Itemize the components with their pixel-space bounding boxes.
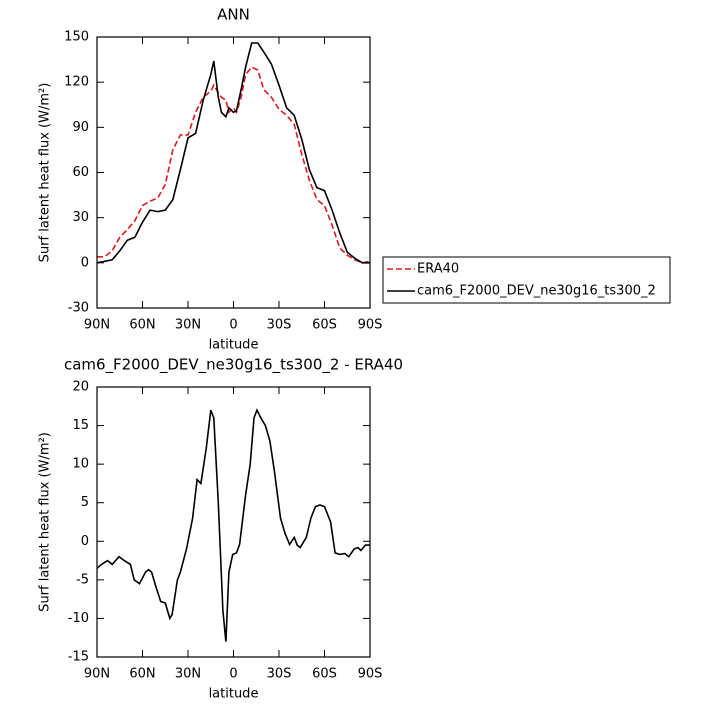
y-tick-label: 20 <box>72 380 89 395</box>
y-tick-label: -10 <box>68 611 89 626</box>
y-tick-label: 5 <box>81 495 89 510</box>
x-tick-label: 0 <box>229 667 237 682</box>
x-tick-label: 60S <box>312 667 337 682</box>
x-tick-label: 60N <box>129 318 155 333</box>
y-tick-label: 60 <box>72 165 89 180</box>
x-tick-label: 30S <box>267 667 292 682</box>
x-tick-label: 90N <box>84 318 110 333</box>
data-line <box>97 66 371 264</box>
y-tick-label: -5 <box>76 572 89 587</box>
y-tick-label: -15 <box>68 650 89 665</box>
y-axis-label: Surf latent heat flux (W/m²) <box>38 432 53 612</box>
plot-frame <box>96 36 371 309</box>
chart-title: ANN <box>217 6 250 24</box>
x-tick-label: 30N <box>175 318 201 333</box>
y-tick-label: 0 <box>81 255 89 270</box>
chart-title: cam6_F2000_DEV_ne30g16_ts300_2 - ERA40 <box>64 356 403 375</box>
x-tick-label: 60N <box>129 667 155 682</box>
x-tick-label: 30N <box>175 667 201 682</box>
legend-box <box>382 256 671 304</box>
x-axis-label: latitude <box>209 687 259 702</box>
x-tick-label: 0 <box>229 318 237 333</box>
legend-label: ERA40 <box>417 262 459 277</box>
data-line <box>96 408 370 642</box>
y-tick-label: 90 <box>72 120 89 135</box>
legend-label: cam6_F2000_DEV_ne30g16_ts300_2 <box>417 284 656 299</box>
y-tick-label: -30 <box>68 301 89 316</box>
y-tick-label: 30 <box>72 210 89 225</box>
y-tick-label: 15 <box>72 418 89 433</box>
x-tick-label: 60S <box>312 318 337 333</box>
plot-frame <box>96 386 371 658</box>
data-line <box>96 42 370 264</box>
y-tick-label: 150 <box>64 30 89 45</box>
x-axis-label: latitude <box>209 338 259 353</box>
y-tick-label: 120 <box>64 75 89 90</box>
x-tick-label: 90S <box>358 667 383 682</box>
x-tick-label: 90S <box>358 318 383 333</box>
y-axis-label: Surf latent heat flux (W/m²) <box>38 83 53 263</box>
x-tick-label: 90N <box>84 667 110 682</box>
x-tick-label: 30S <box>267 318 292 333</box>
y-tick-label: 0 <box>81 534 89 549</box>
y-tick-label: 10 <box>72 457 89 472</box>
